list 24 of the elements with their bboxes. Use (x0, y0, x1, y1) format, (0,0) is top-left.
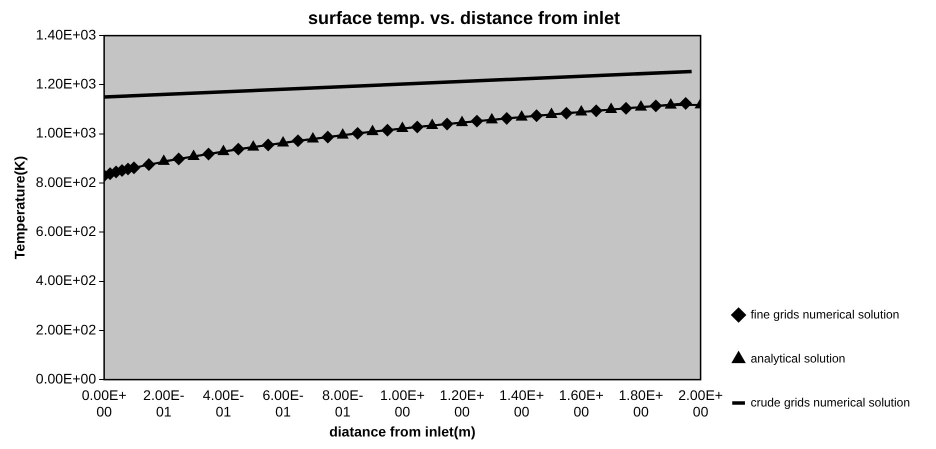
x-tick-label: 1.00E+00 (380, 386, 425, 420)
y-tick-label: 6.00E+02 (36, 223, 96, 240)
legend-label: crude grids numerical solution (750, 395, 910, 410)
legend-label: fine grids numerical solution (750, 307, 900, 322)
y-tick-label: 4.00E+02 (36, 272, 96, 288)
y-tick-label: 8.00E+02 (36, 174, 96, 190)
y-tick-label: 0.00E+00 (36, 370, 96, 386)
x-tick-label: 4.00E-01 (202, 386, 244, 420)
x-tick-label: 1.80E+00 (618, 386, 664, 420)
x-tick-label: 2.00E-01 (143, 386, 185, 420)
y-tick-label: 2.00E+02 (36, 321, 96, 338)
x-tick-label: 1.60E+00 (558, 386, 604, 420)
legend-label: analytical solution (750, 351, 846, 366)
y-tick-label: 1.00E+03 (36, 124, 96, 141)
y-axis-title: Temperature(K) (11, 156, 28, 260)
x-axis-title: diatance from inlet(m) (329, 423, 476, 440)
chart-title: surface temp. vs. distance from inlet (308, 8, 620, 28)
x-tick-label: 6.00E-01 (262, 386, 304, 420)
x-tick-label: 2.00E+00 (678, 386, 723, 420)
y-tick-label: 1.20E+03 (36, 76, 96, 92)
y-tick-label: 1.40E+03 (36, 26, 96, 42)
x-tick-label: 1.20E+00 (440, 386, 484, 420)
x-tick-label: 1.40E+00 (499, 386, 544, 420)
x-tick-label: 0.00E+00 (82, 386, 127, 420)
